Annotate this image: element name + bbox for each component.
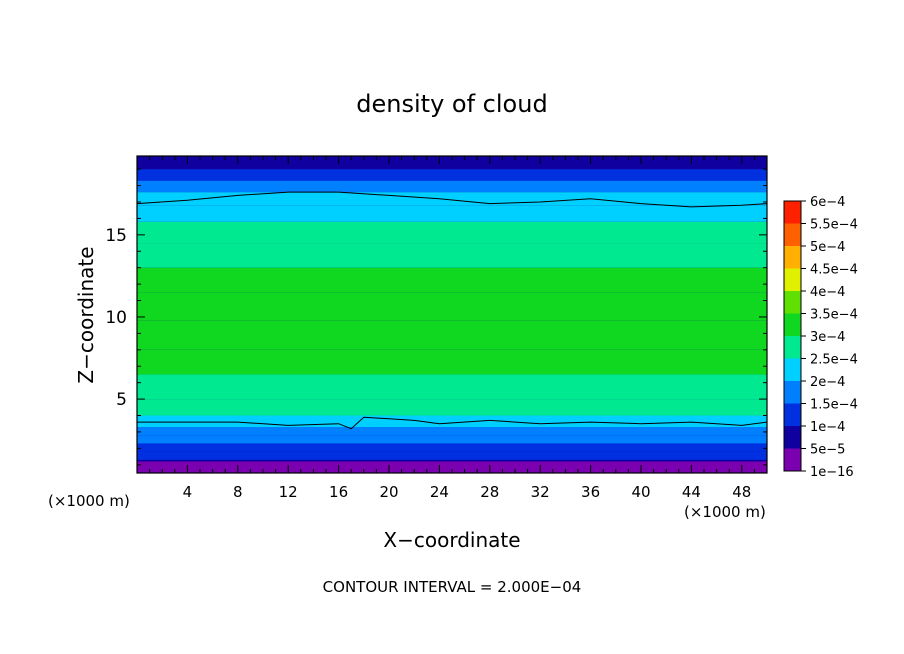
x-tick-label: 24 — [430, 483, 449, 501]
contour-line — [137, 416, 768, 430]
colorbar-swatch — [784, 313, 801, 336]
x-tick-label: 40 — [631, 483, 650, 501]
heatmap-band — [137, 435, 767, 444]
heatmap-band — [137, 156, 767, 170]
y-tick-label: 15 — [105, 226, 127, 246]
x-tick-label: 28 — [480, 483, 499, 501]
colorbar-label: 3.5e−4 — [810, 308, 858, 323]
x-axis-unit-left: (×1000 m) — [48, 492, 130, 510]
colorbar-label: 3e−4 — [810, 330, 845, 345]
contour-interval-note: CONTOUR INTERVAL = 2.000E−04 — [323, 578, 582, 596]
chart-title: density of cloud — [356, 90, 547, 118]
colorbar-label: 5.5e−4 — [810, 218, 858, 233]
colorbar-swatch — [784, 448, 801, 471]
y-axis-ticks: 5 10 15 — [105, 168, 767, 466]
heatmap-band — [137, 349, 767, 375]
heatmap-band — [137, 205, 767, 222]
y-axis-label: Z−coordinate — [74, 246, 98, 383]
colorbar: 1e−16 5e−5 1e−4 1.5e−4 2e−4 2.5e−4 3e−4 3.5e−4 4… — [783, 195, 858, 480]
heatmap-band — [137, 180, 767, 193]
colorbar-swatch — [784, 246, 801, 269]
x-tick-label: 16 — [329, 483, 348, 501]
heatmap-band — [137, 320, 767, 350]
heatmap-band — [137, 292, 767, 321]
x-axis-ticks: 4 8 12 16 20 24 28 32 36 40 44 48 — [149, 156, 755, 501]
heatmap-band — [137, 169, 767, 181]
colorbar-swatch — [784, 426, 801, 449]
contour-line — [136, 191, 768, 208]
heatmap-band — [137, 443, 767, 452]
colorbar-swatch — [784, 358, 801, 381]
colorbar-swatch — [784, 201, 801, 224]
colorbar-label: 1e−16 — [810, 465, 854, 480]
colorbar-swatch — [784, 403, 801, 426]
heatmap-band — [137, 374, 767, 400]
heatmap-band — [137, 427, 767, 436]
x-axis-unit-right: (×1000 m) — [684, 503, 766, 521]
x-tick-label: 20 — [379, 483, 398, 501]
colorbar-label: 5e−5 — [810, 443, 845, 458]
colorbar-swatch — [784, 291, 801, 314]
heatmap-band — [137, 221, 767, 244]
heatmap-band — [137, 192, 767, 206]
heatmap-band-lowest — [137, 461, 767, 473]
x-tick-label: 4 — [183, 483, 193, 501]
colorbar-swatch — [784, 223, 801, 246]
x-axis-label: X−coordinate — [383, 528, 520, 552]
x-tick-label: 48 — [732, 483, 751, 501]
plot-area — [136, 155, 768, 474]
heatmap-band — [137, 267, 767, 293]
colorbar-label: 2.5e−4 — [810, 353, 858, 368]
colorbar-label: 4.5e−4 — [810, 263, 858, 278]
colorbar-label: 6e−4 — [810, 195, 845, 210]
heatmap-band — [137, 415, 767, 428]
colorbar-swatch — [784, 381, 801, 404]
x-tick-label: 32 — [531, 483, 550, 501]
y-tick-label: 10 — [105, 308, 127, 328]
heatmap-band — [137, 399, 767, 416]
heatmap-band — [137, 451, 767, 460]
colorbar-label: 1.5e−4 — [810, 398, 858, 413]
x-tick-label: 36 — [581, 483, 600, 501]
colorbar-label: 1e−4 — [810, 420, 845, 435]
y-tick-label: 5 — [116, 390, 127, 410]
x-tick-label: 8 — [233, 483, 243, 501]
colorbar-label: 2e−4 — [810, 375, 845, 390]
colorbar-label: 4e−4 — [810, 285, 845, 300]
colorbar-swatch — [784, 268, 801, 291]
heatmap-band — [137, 243, 767, 268]
colorbar-swatch — [784, 336, 801, 359]
colorbar-label: 5e−4 — [810, 240, 845, 255]
x-tick-label: 44 — [682, 483, 701, 501]
x-tick-label: 12 — [279, 483, 298, 501]
